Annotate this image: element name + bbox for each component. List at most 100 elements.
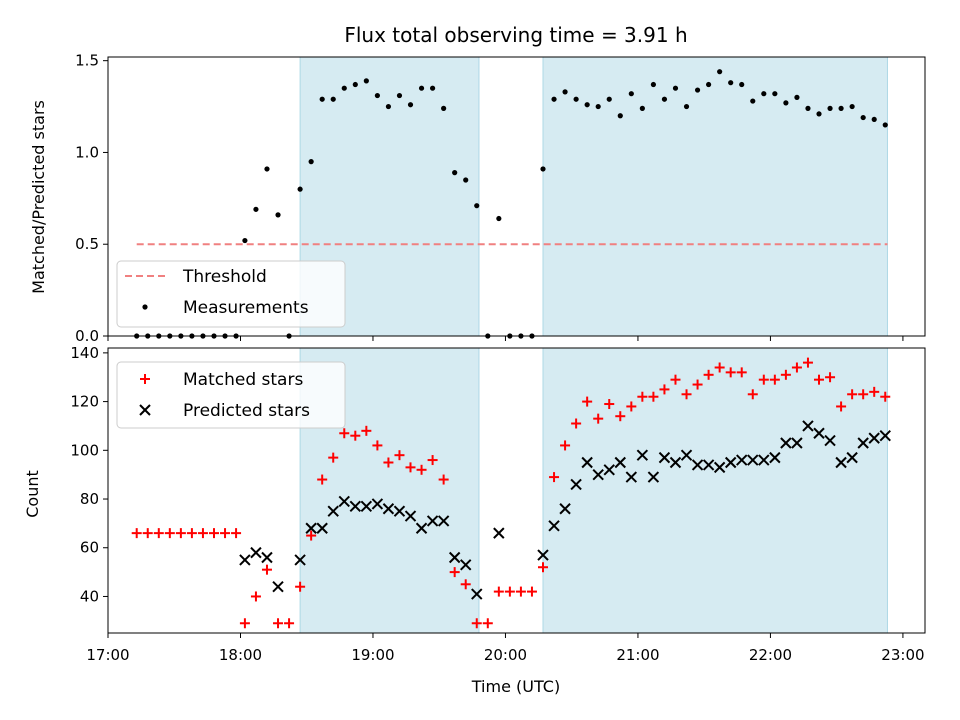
matched-star-point xyxy=(670,374,681,385)
measurement-point xyxy=(661,96,668,102)
predicted-star-point xyxy=(448,551,461,564)
matched-star-point xyxy=(405,462,416,473)
measurement-point xyxy=(672,85,679,91)
predicted-star-point xyxy=(537,549,549,561)
predicted-star-point xyxy=(581,456,593,469)
matched-star-point xyxy=(814,374,825,385)
measurement-point xyxy=(694,87,701,93)
chart-title: Flux total observing time = 3.91 h xyxy=(344,23,687,47)
measurement-point xyxy=(628,91,634,97)
measurement-point xyxy=(407,102,414,108)
bottom-x-axis: 17:00 18:00 19:00 20:00 21:00 22:00 23:00 xyxy=(86,633,925,664)
matched-star-point xyxy=(328,452,339,463)
predicted-star-point xyxy=(250,546,262,559)
measurement-point xyxy=(717,69,723,75)
measurement-point xyxy=(860,114,866,121)
matched-star-point xyxy=(449,567,460,578)
measurement-point xyxy=(242,237,248,244)
predicted-star-point xyxy=(338,495,350,508)
bottom-y-tick-label: 140 xyxy=(70,344,99,362)
predicted-star-point xyxy=(747,454,759,466)
measurement-point xyxy=(463,177,469,183)
predicted-star-point xyxy=(835,456,847,469)
matched-star-point xyxy=(791,362,802,373)
matched-star-point xyxy=(350,430,361,441)
measurement-point xyxy=(264,166,270,172)
measurement-point xyxy=(728,80,734,86)
matched-star-point xyxy=(460,579,471,590)
top-legend-box xyxy=(116,260,346,328)
measurement-point xyxy=(871,116,877,123)
measurement-point xyxy=(352,81,358,88)
matched-star-point xyxy=(858,389,869,400)
top-y-axis-label: Matched/Predicted stars xyxy=(29,100,48,294)
matched-star-point xyxy=(769,374,780,385)
matched-star-point xyxy=(239,618,250,629)
bottom-y-tick-label: 120 xyxy=(70,393,99,411)
predicted-star-point xyxy=(669,456,682,469)
x-tick-label: 17:00 xyxy=(86,646,129,664)
measurement-point xyxy=(573,96,579,102)
bottom-shaded-region-2 xyxy=(542,347,888,634)
predicted-star-point xyxy=(559,503,571,515)
predicted-star-point xyxy=(327,505,339,517)
matched-star-point xyxy=(493,586,504,597)
matched-star-point xyxy=(220,528,231,539)
measurement-point xyxy=(474,203,480,209)
measurement-point xyxy=(783,100,789,106)
predicted-star-point xyxy=(437,515,450,527)
measurement-point xyxy=(617,113,623,119)
measurement-point xyxy=(761,91,767,97)
predicted-star-point xyxy=(371,498,384,510)
top-y-axis: 0.0 0.5 1.0 1.5 xyxy=(75,52,108,345)
predicted-star-point xyxy=(625,471,638,483)
predicted-star-point xyxy=(868,432,880,444)
matched-star-point xyxy=(372,440,383,451)
predicted-star-point xyxy=(349,500,362,513)
matched-star-point xyxy=(626,401,637,412)
legend-measurements-swatch xyxy=(142,304,148,310)
matched-star-point xyxy=(142,528,153,539)
predicted-star-point xyxy=(713,461,726,474)
predicted-star-point xyxy=(305,522,317,534)
bottom-y-tick-label: 80 xyxy=(80,490,99,508)
predicted-star-point xyxy=(780,437,792,449)
predicted-star-point xyxy=(570,478,582,491)
matched-star-point xyxy=(273,618,284,629)
predicted-star-point xyxy=(471,588,483,600)
predicted-star-point xyxy=(846,451,858,464)
top-legend: Threshold Measurements xyxy=(116,260,346,328)
measurement-point xyxy=(551,96,557,102)
matched-star-point xyxy=(197,528,208,539)
predicted-star-point xyxy=(393,505,406,517)
predicted-star-point xyxy=(680,449,693,461)
top-shaded-regions xyxy=(299,56,888,337)
matched-star-point xyxy=(747,389,758,400)
matched-star-point xyxy=(869,386,880,397)
legend-threshold-label: Threshold xyxy=(182,267,267,287)
x-tick-label: 20:00 xyxy=(484,646,527,664)
matched-star-point xyxy=(284,618,295,629)
top-y-tick-label: 1.5 xyxy=(75,52,99,70)
measurement-point xyxy=(418,85,425,91)
x-tick-label: 23:00 xyxy=(881,646,924,664)
matched-star-point xyxy=(780,369,791,380)
legend-matched-label: Matched stars xyxy=(183,370,303,390)
measurement-point xyxy=(540,166,546,172)
matched-star-point xyxy=(615,411,626,422)
predicted-star-point xyxy=(548,520,560,532)
matched-star-point xyxy=(416,464,427,475)
predicted-star-point xyxy=(857,437,869,449)
predicted-star-point xyxy=(294,554,306,566)
matched-star-point xyxy=(186,528,197,539)
measurement-point xyxy=(297,186,303,192)
matched-star-point xyxy=(438,474,449,485)
top-panel: 0.0 0.5 1.0 1.5 Matched/Predicted stars Thr… xyxy=(29,52,926,345)
matched-star-point xyxy=(880,391,891,402)
predicted-star-point xyxy=(769,451,781,464)
top-x-ticks xyxy=(107,336,904,341)
predicted-star-point xyxy=(404,510,417,522)
matched-star-point xyxy=(427,455,438,466)
measurement-point xyxy=(595,103,601,110)
matched-star-point xyxy=(802,357,813,368)
